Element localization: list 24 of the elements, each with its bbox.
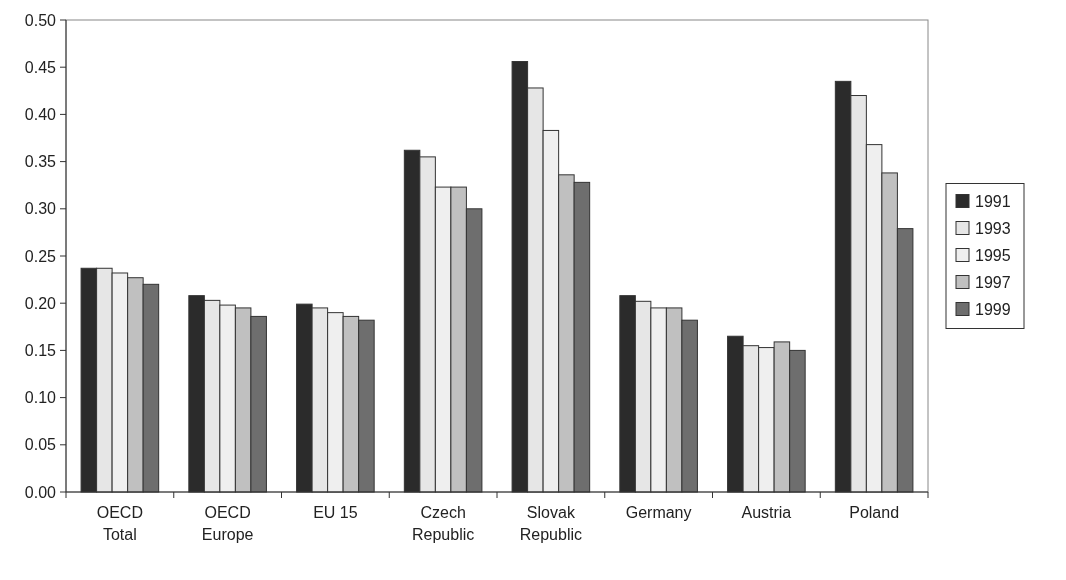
legend-label: 1999: [975, 301, 1011, 319]
y-tick-label: 0.25: [24, 247, 57, 265]
y-tick-label: 0.40: [24, 106, 57, 123]
legend-label: 1997: [975, 274, 1011, 292]
x-tick-label: Czech Republic: [411, 504, 475, 543]
y-tick-label: 0.30: [24, 200, 57, 218]
x-tick-label: EU 15: [313, 504, 358, 521]
y-tick-label: 0.45: [24, 58, 57, 76]
x-tick-label: Poland: [849, 504, 900, 521]
x-tick-label: OECD Europe: [201, 504, 254, 543]
x-tick-label: Germany: [625, 504, 692, 521]
legend-label: 1995: [975, 247, 1011, 265]
y-tick-label: 0.35: [24, 153, 57, 171]
legend-label: 1993: [975, 220, 1011, 238]
y-tick-label: 0.00: [24, 483, 57, 501]
legend-label: 1991: [975, 193, 1011, 211]
x-tick-label: Slovak Republic: [519, 504, 583, 543]
y-tick-label: 0.20: [24, 294, 57, 312]
y-tick-label: 0.50: [24, 11, 57, 29]
x-tick-label: OECD Total: [96, 504, 143, 543]
x-tick-label: Austria: [741, 504, 792, 521]
y-tick-label: 0.15: [24, 342, 57, 359]
y-tick-label: 0.10: [24, 389, 57, 407]
y-tick-label: 0.05: [24, 436, 57, 454]
